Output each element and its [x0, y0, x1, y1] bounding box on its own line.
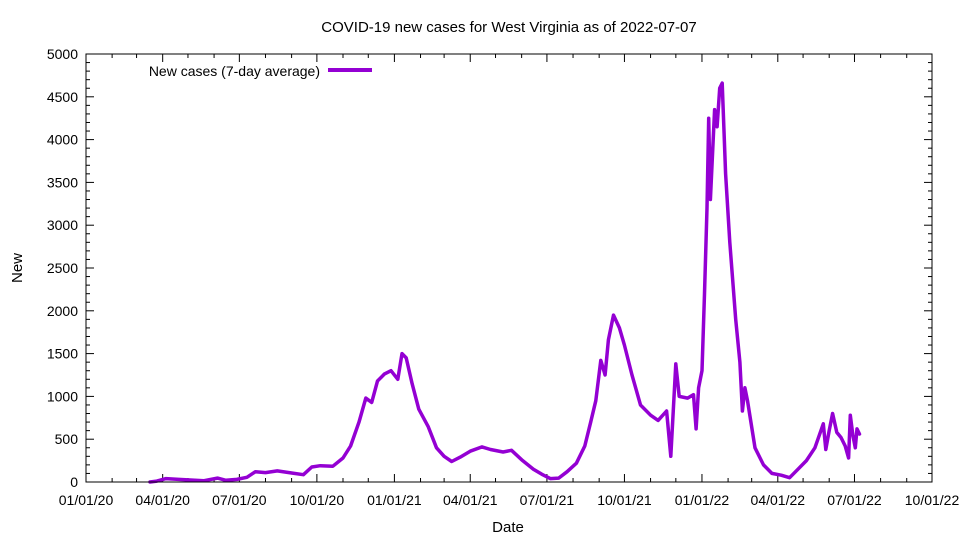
- y-tick-label: 2000: [47, 303, 78, 319]
- plot-border: [85, 53, 933, 483]
- x-tick-label: 10/01/22: [905, 492, 960, 508]
- legend: New cases (7-day average): [149, 63, 372, 79]
- series-line: [148, 81, 862, 484]
- y-tick-label: 1000: [47, 388, 78, 404]
- x-tick-label: 01/01/22: [675, 492, 730, 508]
- chart-title: COVID-19 new cases for West Virginia as …: [321, 19, 696, 36]
- x-tick-label: 01/01/21: [367, 492, 422, 508]
- x-axis-ticks: 01/01/20 04/01/20 07/01/20 10/01/20 01/01/21…: [59, 54, 960, 508]
- x-tick-label: 04/01/22: [751, 492, 806, 508]
- x-tick-label: 04/01/20: [135, 492, 190, 508]
- x-tick-label: 01/01/20: [59, 492, 114, 508]
- x-tick-label: 04/01/21: [443, 492, 498, 508]
- y-tick-label: 3000: [47, 217, 78, 233]
- y-tick-label: 4500: [47, 89, 78, 105]
- legend-label: New cases (7-day average): [149, 63, 320, 79]
- series-group: [148, 81, 862, 484]
- y-tick-label: 5000: [47, 46, 78, 62]
- x-tick-label: 07/01/20: [212, 492, 267, 508]
- y-tick-label: 0: [70, 474, 78, 490]
- y-tick-label: 2500: [47, 260, 78, 276]
- x-axis-label: Date: [492, 519, 524, 536]
- x-tick-label: 07/01/21: [520, 492, 575, 508]
- x-tick-label: 10/01/20: [290, 492, 345, 508]
- y-axis-label: New: [9, 253, 26, 283]
- y-tick-label: 4000: [47, 132, 78, 148]
- x-tick-label: 07/01/22: [827, 492, 882, 508]
- y-tick-label: 3500: [47, 174, 78, 190]
- x-tick-label: 10/01/21: [597, 492, 652, 508]
- y-axis-ticks: 0 500 1000 1500 2000 2500 3000 3500 4000 4500 5000: [47, 46, 932, 490]
- y-tick-label: 500: [55, 431, 79, 447]
- y-tick-label: 1500: [47, 346, 78, 362]
